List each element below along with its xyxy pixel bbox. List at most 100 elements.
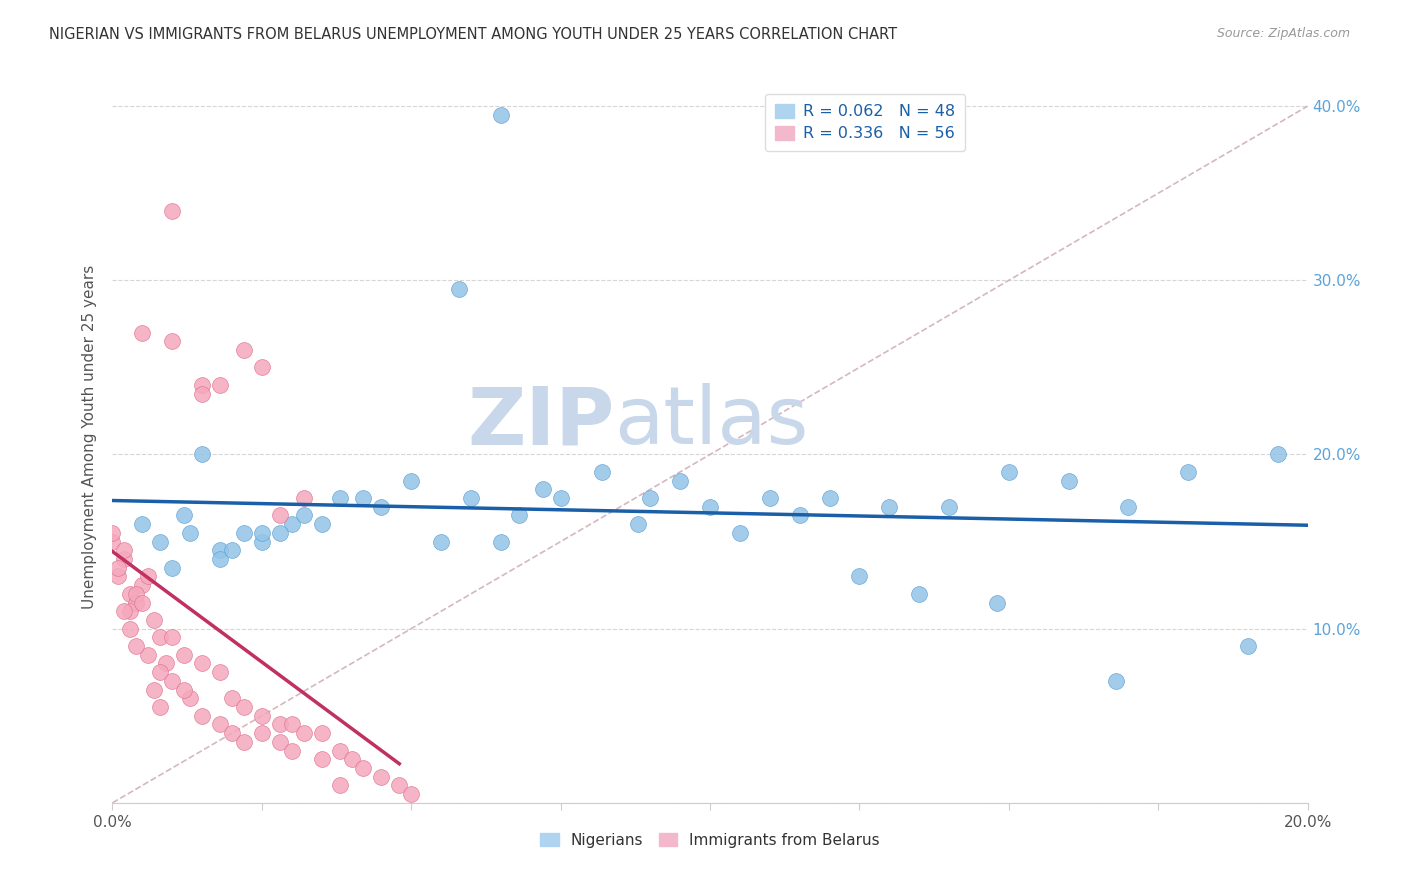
Point (162, 560, 183, 574)
Point (191, 386, 214, 401)
Point (401, 474, 423, 488)
Point (789, 508, 811, 523)
Point (640, 491, 662, 505)
Point (531, 483, 554, 497)
Point (179, 525, 201, 540)
Point (209, 717, 232, 731)
Point (191, 657, 214, 671)
Point (162, 203, 183, 218)
Point (131, 517, 153, 532)
Point (125, 587, 148, 601)
Point (489, 108, 512, 122)
Point (149, 700, 172, 714)
Point (353, 761, 375, 775)
Point (292, 491, 315, 505)
Point (1118, 500, 1140, 514)
Point (699, 500, 721, 514)
Legend: Nigerians, Immigrants from Belarus: Nigerians, Immigrants from Belarus (534, 827, 886, 854)
Point (101, 525, 124, 540)
Text: ZIP: ZIP (467, 384, 614, 461)
Text: atlas: atlas (614, 384, 808, 461)
Point (114, 604, 135, 618)
Point (125, 639, 148, 653)
Point (155, 657, 177, 671)
Point (191, 448, 214, 462)
Point (143, 682, 166, 697)
Point (125, 595, 148, 609)
Point (233, 735, 256, 749)
Point (221, 691, 243, 706)
Y-axis label: Unemployment Among Youth under 25 years: Unemployment Among Youth under 25 years (82, 265, 97, 609)
Point (233, 525, 256, 540)
Point (908, 587, 931, 601)
Point (1267, 448, 1289, 462)
Point (311, 752, 333, 766)
Point (353, 491, 375, 505)
Point (179, 691, 201, 706)
Point (191, 708, 214, 723)
Point (627, 517, 650, 532)
Point (292, 508, 315, 523)
Point (311, 726, 333, 740)
Point (233, 343, 256, 357)
Point (329, 491, 352, 505)
Point (281, 517, 304, 532)
Point (669, 474, 692, 488)
Point (120, 587, 142, 601)
Point (340, 752, 363, 766)
Text: NIGERIAN VS IMMIGRANTS FROM BELARUS UNEMPLOYMENT AMONG YOUTH UNDER 25 YEARS CORR: NIGERIAN VS IMMIGRANTS FROM BELARUS UNEM… (49, 27, 897, 42)
Point (269, 717, 291, 731)
Point (370, 770, 392, 784)
Point (449, 282, 471, 296)
Point (818, 491, 841, 505)
Point (138, 569, 160, 583)
Point (401, 787, 423, 801)
Point (370, 500, 392, 514)
Point (173, 508, 195, 523)
Point (460, 491, 482, 505)
Point (149, 631, 172, 645)
Point (107, 569, 129, 583)
Point (107, 560, 129, 574)
Point (209, 665, 232, 680)
Point (269, 735, 291, 749)
Text: Source: ZipAtlas.com: Source: ZipAtlas.com (1216, 27, 1350, 40)
Point (173, 648, 195, 662)
Point (592, 465, 614, 479)
Point (292, 726, 315, 740)
Point (329, 743, 352, 757)
Point (1237, 639, 1260, 653)
Point (879, 500, 901, 514)
Point (101, 534, 124, 549)
Point (848, 569, 870, 583)
Point (998, 465, 1021, 479)
Point (131, 326, 153, 340)
Point (221, 726, 243, 740)
Point (114, 543, 135, 558)
Point (250, 726, 273, 740)
Point (233, 700, 256, 714)
Point (221, 543, 243, 558)
Point (281, 743, 304, 757)
Point (173, 682, 195, 697)
Point (149, 665, 172, 680)
Point (250, 360, 273, 375)
Point (269, 508, 291, 523)
Point (489, 534, 512, 549)
Point (209, 543, 232, 558)
Point (162, 334, 183, 349)
Point (120, 622, 142, 636)
Point (938, 500, 960, 514)
Point (550, 491, 572, 505)
Point (281, 717, 304, 731)
Point (311, 517, 333, 532)
Point (508, 508, 530, 523)
Point (138, 648, 160, 662)
Point (149, 534, 172, 549)
Point (250, 534, 273, 549)
Point (430, 534, 453, 549)
Point (269, 525, 291, 540)
Point (1177, 465, 1199, 479)
Point (986, 595, 1008, 609)
Point (728, 525, 751, 540)
